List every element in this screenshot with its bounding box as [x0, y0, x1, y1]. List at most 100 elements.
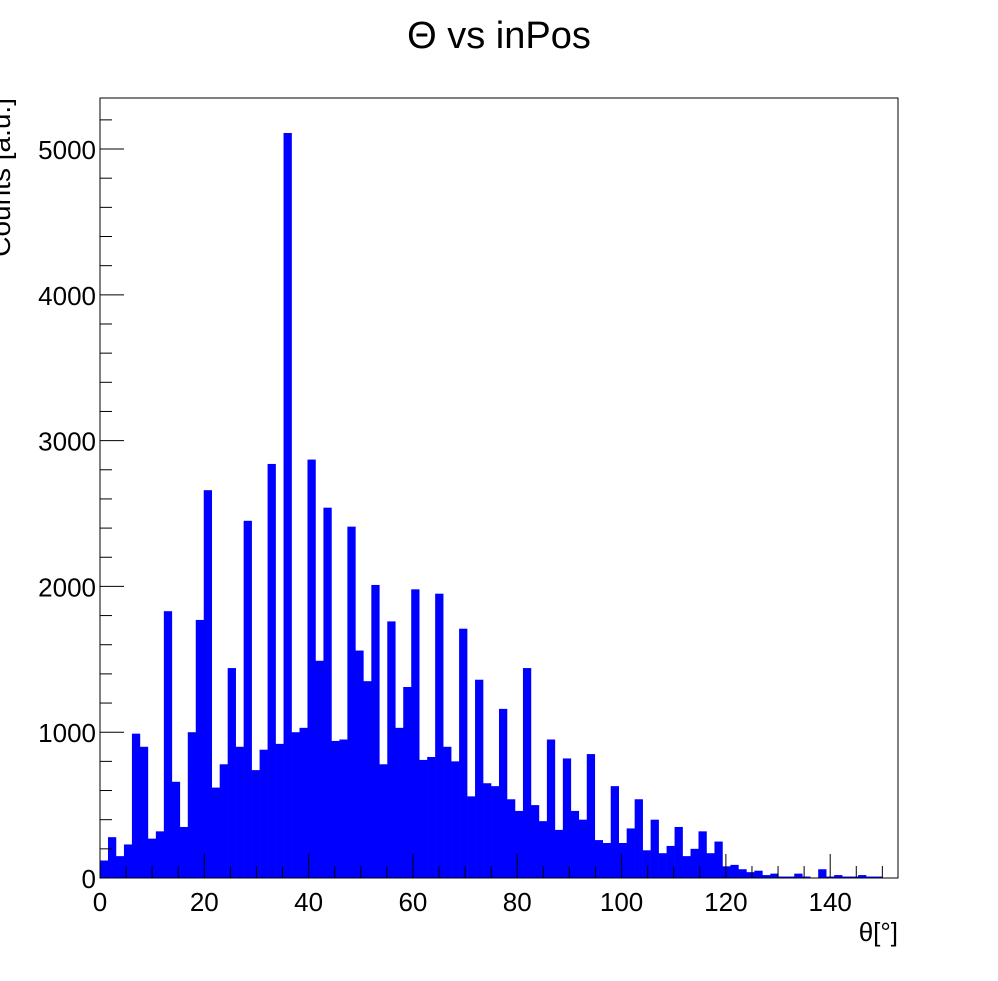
x-tick-label: 100 — [600, 887, 643, 917]
histogram-bar — [323, 507, 332, 878]
x-tick-label: 20 — [190, 887, 219, 917]
histogram-bar — [514, 810, 524, 878]
histogram-bar — [602, 843, 612, 878]
histogram-bar — [307, 459, 316, 878]
histogram-bar — [267, 463, 276, 878]
histogram-bar — [379, 764, 388, 878]
y-axis: 0 1000 2000 3000 4000 5000 — [38, 119, 124, 894]
histogram-bar — [195, 619, 205, 878]
histogram-bar — [682, 856, 691, 878]
histogram-bar — [698, 831, 707, 878]
x-axis-label: θ[°] — [859, 917, 898, 947]
histogram-bar — [530, 805, 540, 878]
histogram-bar — [187, 732, 197, 878]
histogram-bar — [570, 810, 580, 878]
histogram-bar — [674, 826, 683, 878]
histogram-bar — [435, 593, 444, 878]
histogram-bar — [275, 743, 284, 878]
histogram-bar — [586, 754, 596, 878]
histogram-bar — [251, 770, 260, 878]
y-tick-label: 0 — [82, 864, 96, 894]
histogram-bar — [403, 687, 412, 878]
y-tick-label: 4000 — [38, 281, 96, 311]
histogram-bar — [451, 761, 460, 878]
histogram-bar — [874, 876, 883, 878]
histogram-bar — [419, 759, 428, 878]
histogram-bar — [315, 660, 324, 878]
y-tick-label: 3000 — [38, 427, 96, 457]
histogram-bar — [483, 783, 492, 878]
histogram-bar — [562, 758, 572, 878]
histogram-bar — [107, 837, 117, 878]
histogram-bar — [794, 873, 803, 878]
histogram-bar — [738, 869, 747, 878]
histogram-bar — [411, 589, 420, 878]
histogram-bar — [171, 781, 181, 878]
histogram-bar — [666, 845, 675, 878]
histogram-bar — [746, 872, 755, 878]
histogram-bar — [706, 853, 715, 878]
histogram-bar — [554, 829, 564, 878]
histogram-bar — [626, 828, 635, 878]
histogram-bar — [866, 876, 875, 878]
x-tick-label: 80 — [503, 887, 532, 917]
histogram-bar — [610, 786, 619, 878]
histogram-bar — [363, 681, 372, 878]
histogram-bar — [786, 876, 795, 878]
histogram-bar — [387, 621, 396, 878]
y-tick-label: 2000 — [38, 572, 96, 602]
histogram-bar — [754, 870, 763, 878]
histogram-bar — [522, 668, 532, 878]
histogram-bar — [538, 821, 548, 878]
histogram-bar — [834, 875, 843, 878]
histogram-bar — [331, 740, 340, 878]
histogram-bar — [594, 840, 604, 878]
histogram-bar — [371, 584, 380, 878]
histogram-bars — [100, 132, 883, 879]
histogram-bar — [475, 679, 484, 878]
histogram-bar — [339, 739, 348, 878]
histogram-bar — [131, 733, 141, 878]
histogram-bar — [291, 732, 300, 878]
histogram-bar — [115, 856, 125, 878]
plot-frame — [99, 97, 899, 879]
histogram-bar — [778, 876, 787, 878]
y-tick-label: 5000 — [38, 135, 96, 165]
histogram-bar — [642, 850, 651, 878]
histogram-bar — [259, 749, 268, 878]
histogram-bar — [235, 746, 244, 878]
x-tick-label: 60 — [398, 887, 427, 917]
histogram-bar — [762, 875, 771, 878]
histogram-bar — [658, 853, 667, 878]
histogram-bar — [219, 764, 228, 878]
histogram-bar — [546, 739, 556, 878]
histogram-bar — [427, 756, 436, 878]
histogram-bar — [227, 668, 236, 878]
histogram-bar — [714, 841, 723, 878]
histogram-bar — [842, 876, 851, 878]
y-tick-label: 1000 — [38, 718, 96, 748]
histogram-bar — [123, 844, 133, 878]
x-tick-label: 140 — [809, 887, 852, 917]
histogram-bar — [491, 786, 500, 878]
histogram-bar — [179, 826, 189, 878]
x-tick-label: 0 — [93, 887, 107, 917]
histogram-bar — [395, 727, 404, 878]
histogram-bar — [634, 799, 643, 878]
histogram-bar — [770, 873, 779, 878]
histogram-bar — [690, 848, 699, 878]
y-axis-label: Counts [a.u.] — [0, 98, 16, 257]
histogram-bar — [802, 876, 811, 878]
histogram-bar — [299, 727, 308, 878]
histogram-bar — [850, 876, 859, 878]
histogram-bar — [506, 799, 516, 878]
histogram-bar — [722, 866, 731, 878]
x-tick-label: 120 — [704, 887, 747, 917]
histogram-bar — [163, 611, 173, 878]
x-axis: 0 20 40 60 80 100 120 140 — [93, 854, 883, 917]
histogram-bar — [578, 819, 588, 878]
x-tick-label: 40 — [294, 887, 323, 917]
histogram-bar — [355, 650, 364, 878]
histogram-bar — [283, 132, 292, 879]
